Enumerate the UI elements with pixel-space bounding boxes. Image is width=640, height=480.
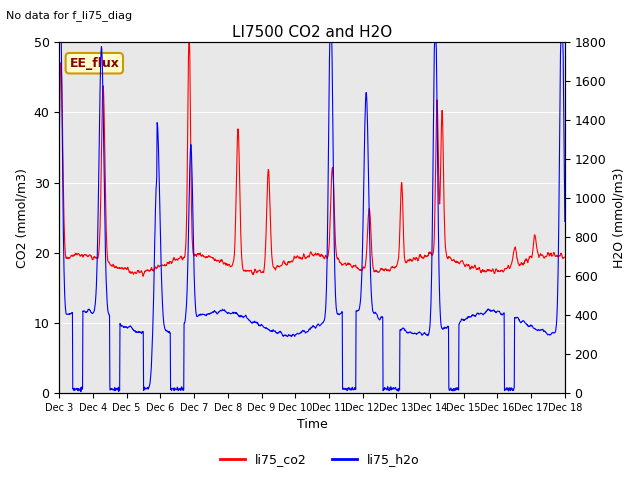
Y-axis label: H2O (mmol/m3): H2O (mmol/m3) [612, 168, 625, 268]
Title: LI7500 CO2 and H2O: LI7500 CO2 and H2O [232, 24, 392, 39]
Text: No data for f_li75_diag: No data for f_li75_diag [6, 10, 132, 21]
Text: EE_flux: EE_flux [69, 57, 119, 70]
X-axis label: Time: Time [297, 419, 328, 432]
Y-axis label: CO2 (mmol/m3): CO2 (mmol/m3) [15, 168, 28, 267]
Legend: li75_co2, li75_h2o: li75_co2, li75_h2o [215, 448, 425, 471]
